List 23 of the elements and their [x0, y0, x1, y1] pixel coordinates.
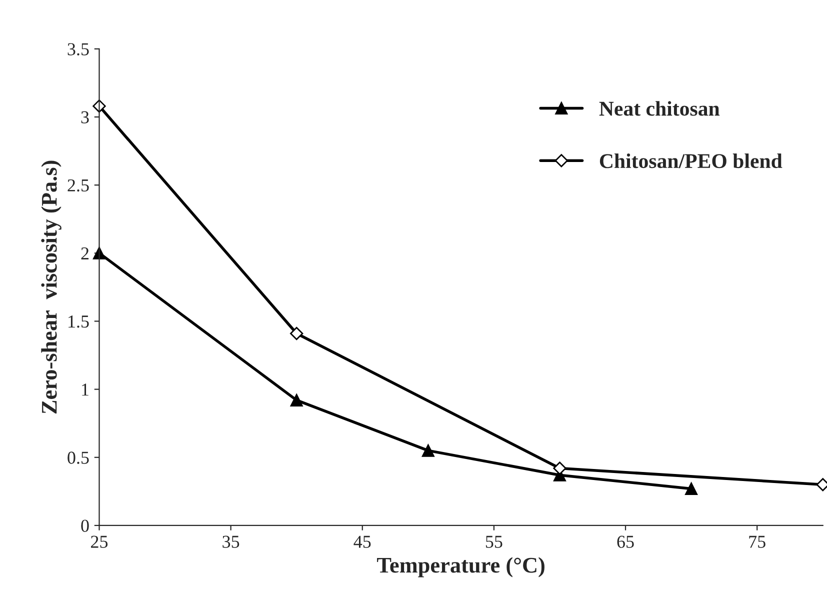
- point: [553, 462, 566, 475]
- point: [290, 394, 303, 406]
- y-tick-label: 0.5: [68, 452, 89, 464]
- x-tick-label: 45: [354, 536, 371, 548]
- y-tick-label: 2.5: [68, 179, 89, 192]
- legend-label: Neat chitosan: [599, 101, 720, 116]
- y-tick-label: 1: [82, 384, 88, 396]
- x-tick-label: 35: [222, 536, 240, 548]
- point: [422, 444, 434, 457]
- point: [685, 482, 698, 495]
- x-tick-label: 25: [91, 536, 108, 548]
- y-tick-label: 2: [81, 247, 89, 260]
- x-tick-label: 55: [486, 536, 502, 548]
- point: [290, 326, 304, 340]
- y-tick-label: 3: [81, 111, 89, 124]
- x-axis-title: Temperature (°C): [377, 557, 544, 578]
- legend-label: Chitosan/PEO blend: [600, 153, 782, 168]
- x-tick-label: 65: [617, 536, 634, 548]
- x-tick-label: 75: [749, 536, 766, 548]
- y-tick-label: 1.5: [68, 316, 89, 328]
- y-tick-label: 0: [81, 520, 89, 532]
- y-axis-title: Zero-shear viscosity (Pa.s): [41, 160, 62, 414]
- y-tick-label: 3.5: [68, 43, 89, 56]
